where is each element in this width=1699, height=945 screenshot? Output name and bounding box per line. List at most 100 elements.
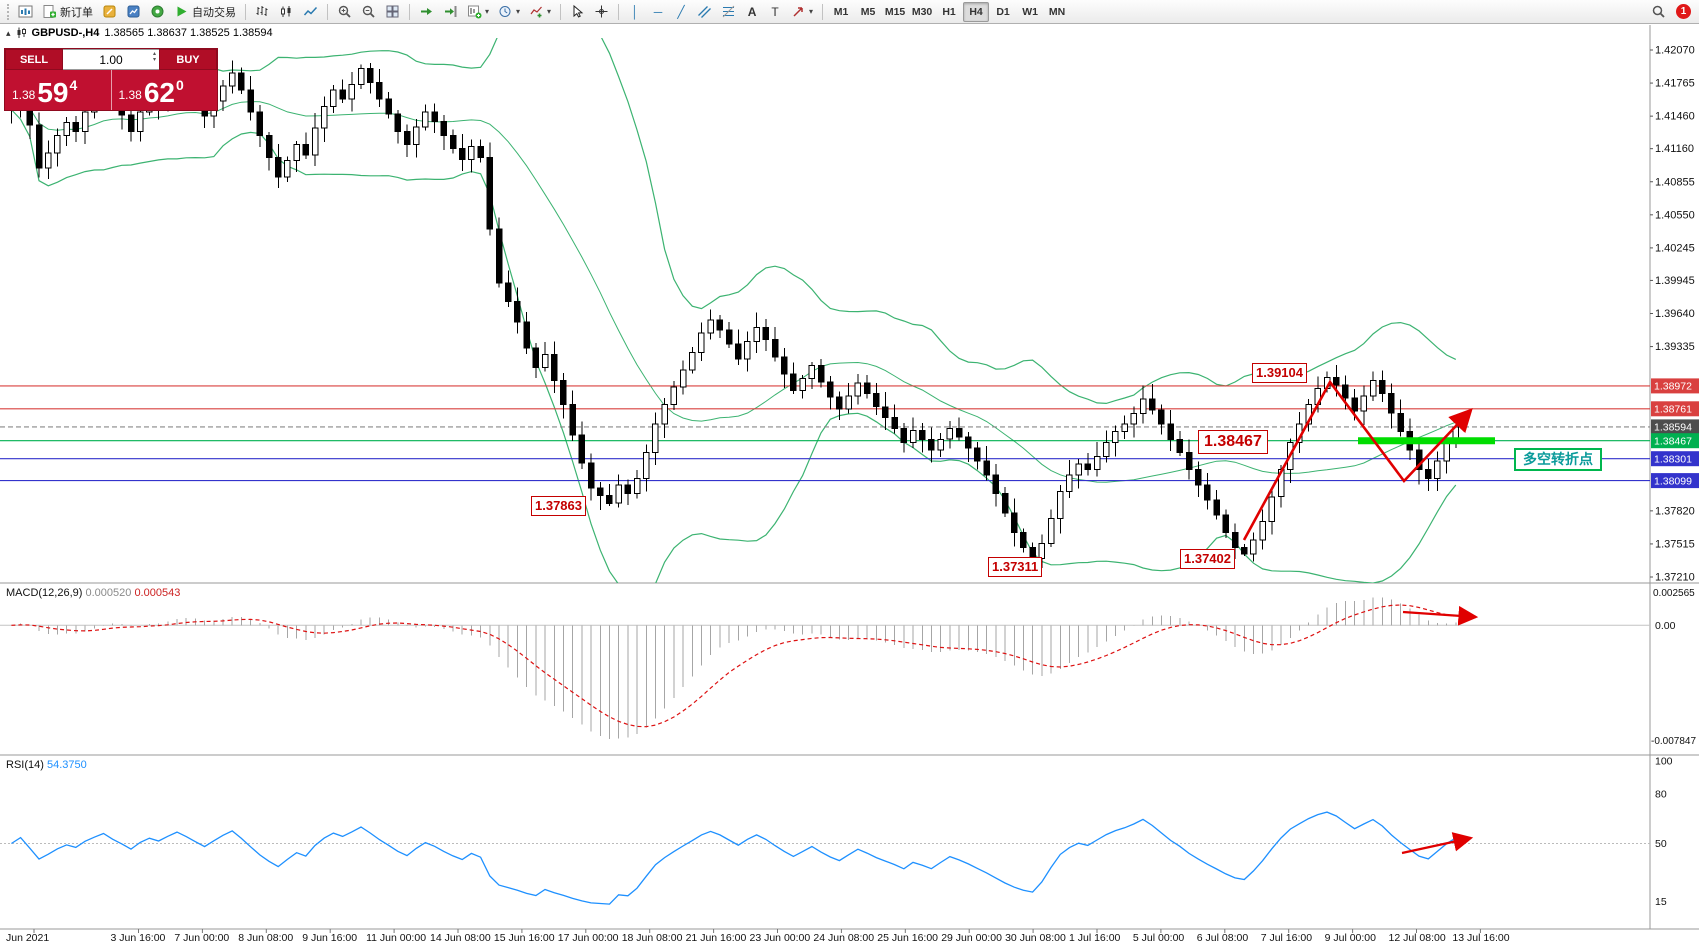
search-button[interactable] [1647, 2, 1670, 22]
label-tool-button[interactable]: T [764, 2, 786, 22]
svg-text:30 Jun 08:00: 30 Jun 08:00 [1005, 932, 1066, 944]
horizontal-line-tool-button[interactable]: ─ [647, 2, 669, 22]
spin-down-icon[interactable]: ▾ [152, 57, 156, 63]
one-click-trading-panel: SELL 1.00 ▴ ▾ BUY 1.38 59 4 1.38 62 0 [4, 48, 218, 111]
toolbar-separator [618, 3, 620, 20]
svg-text:1.42070: 1.42070 [1655, 45, 1695, 57]
symbol-timeframe-label: GBPUSD-,H4 [31, 27, 100, 39]
macd-scale-bottom: -0.007847 [1651, 736, 1696, 747]
sell-price-prefix: 1.38 [12, 88, 36, 102]
navigator-button[interactable] [146, 2, 169, 22]
timeframe-m15-button[interactable]: M15 [882, 2, 908, 22]
chart-shift-button[interactable] [439, 2, 462, 22]
market-watch-button[interactable] [122, 2, 145, 22]
metaeditor-button[interactable] [98, 2, 121, 22]
new-chart-dropdown-button[interactable]: ▾ [463, 2, 493, 22]
price-badge-label: 1.38972 [1654, 381, 1692, 393]
volume-input[interactable]: 1.00 ▴ ▾ [63, 49, 159, 70]
timeframe-h1-button[interactable]: H1 [936, 2, 962, 22]
toolbar-separator [327, 3, 328, 20]
rsi-name: RSI(14) [6, 759, 44, 771]
svg-text:9 Jul 00:00: 9 Jul 00:00 [1325, 932, 1377, 944]
candlestick-chart-button[interactable] [275, 2, 298, 22]
price-badge-label: 1.38761 [1654, 404, 1692, 416]
time-axis[interactable]: Jun 2021 3 Jun 16:00 7 Jun 00:00 8 Jun 08:0… [6, 929, 1510, 944]
buy-button[interactable]: BUY [159, 49, 217, 70]
price-axis[interactable]: 1.42070 1.41765 1.41460 1.41160 1.40855 1.405… [1650, 45, 1695, 584]
toolbar-separator [560, 3, 562, 20]
svg-text:Jun 2021: Jun 2021 [6, 932, 49, 944]
buy-price-display[interactable]: 1.38 62 0 [112, 70, 218, 110]
svg-text:5 Jul 00:00: 5 Jul 00:00 [1133, 932, 1185, 944]
toolbar-separator [409, 3, 410, 20]
auto-scroll-icon [421, 8, 432, 15]
new-order-button[interactable]: 新订单 [38, 2, 97, 22]
timeframe-mn-button[interactable]: MN [1044, 2, 1070, 22]
rsi-label: RSI(14) 54.3750 [6, 759, 87, 771]
price-badge [1651, 401, 1699, 417]
svg-text:24 Jun 08:00: 24 Jun 08:00 [813, 932, 874, 944]
toolbar-grip [7, 3, 10, 20]
sell-button[interactable]: SELL [5, 49, 63, 70]
bar-chart-button[interactable] [251, 2, 274, 22]
navigator-icon [151, 5, 164, 18]
arrow-shape-icon [793, 7, 803, 17]
bollinger-upper-band [10, 38, 1457, 405]
chart-shift-icon [445, 6, 457, 17]
vertical-line-tool-button[interactable]: │ [624, 2, 646, 22]
volume-spinner[interactable]: ▴ ▾ [153, 51, 156, 63]
timeframe-d1-button[interactable]: D1 [990, 2, 1016, 22]
macd-label: MACD(12,26,9) 0.000520 0.000543 [6, 587, 180, 599]
indicators-dropdown-button[interactable]: ▾ [525, 2, 555, 22]
timeframe-w1-button[interactable]: W1 [1017, 2, 1043, 22]
timeframe-h4-button[interactable]: H4 [963, 1, 990, 22]
notification-badge[interactable]: 1 [1676, 4, 1691, 19]
svg-text:7 Jul 16:00: 7 Jul 16:00 [1261, 932, 1313, 944]
zoom-in-icon [338, 5, 351, 18]
timeframe-m30-button[interactable]: M30 [909, 2, 935, 22]
line-chart-button[interactable] [299, 2, 322, 22]
channel-tool-button[interactable] [693, 2, 716, 22]
svg-text:1.37210: 1.37210 [1655, 572, 1695, 584]
cursor-button[interactable] [566, 2, 589, 22]
profiles-dropdown-button[interactable]: ▾ [494, 2, 524, 22]
timeframe-m1-button[interactable]: M1 [828, 2, 854, 22]
macd-value-signal: 0.000543 [134, 587, 181, 599]
svg-text:21 Jun 16:00: 21 Jun 16:00 [686, 932, 747, 944]
timeframe-m5-button[interactable]: M5 [855, 2, 881, 22]
fibonacci-icon [722, 5, 735, 18]
one-click-panel-toggle-icon[interactable]: ▴ [6, 27, 11, 38]
line-chart-icon [303, 6, 318, 16]
tile-windows-button[interactable] [381, 2, 404, 22]
main-price-chart[interactable] [0, 0, 1650, 600]
price-badge-label: 1.38301 [1654, 453, 1692, 465]
auto-trading-button[interactable]: 自动交易 [170, 2, 240, 22]
svg-text:17 Jun 00:00: 17 Jun 00:00 [558, 932, 619, 944]
channel-icon [698, 6, 712, 18]
shapes-dropdown-button[interactable]: ▾ [787, 2, 817, 22]
svg-text:18 Jun 08:00: 18 Jun 08:00 [622, 932, 683, 944]
market-watch-icon [127, 5, 140, 18]
fibonacci-tool-button[interactable] [717, 2, 740, 22]
text-tool-button[interactable]: A [741, 2, 763, 22]
zoom-in-button[interactable] [333, 2, 356, 22]
price-badge-label: 1.38594 [1654, 422, 1692, 434]
svg-text:8 Jun 08:00: 8 Jun 08:00 [238, 932, 293, 944]
rsi-line [11, 811, 1457, 905]
svg-text:1.41765: 1.41765 [1655, 78, 1695, 90]
candles-layer [8, 60, 1460, 568]
new-order-label: 新订单 [60, 6, 93, 19]
zoom-out-button[interactable] [357, 2, 380, 22]
sell-price-display[interactable]: 1.38 59 4 [5, 70, 111, 110]
svg-text:1.40550: 1.40550 [1655, 209, 1695, 221]
chart-window-button[interactable] [14, 2, 37, 22]
crosshair-button[interactable] [590, 2, 613, 22]
svg-text:15 Jun 16:00: 15 Jun 16:00 [494, 932, 555, 944]
trendline-tool-button[interactable]: ╱ [670, 2, 692, 22]
svg-text:9 Jun 16:00: 9 Jun 16:00 [302, 932, 357, 944]
svg-text:1.41160: 1.41160 [1655, 143, 1694, 155]
spin-up-icon[interactable]: ▴ [152, 51, 156, 57]
auto-scroll-button[interactable] [415, 2, 438, 22]
price-badge [1651, 419, 1699, 435]
